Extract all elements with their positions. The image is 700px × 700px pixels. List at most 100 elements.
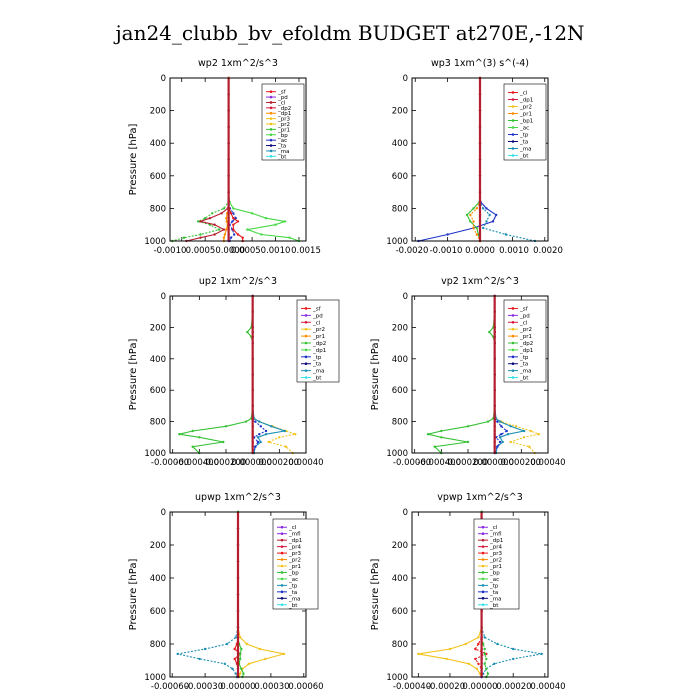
legend-marker xyxy=(280,590,284,594)
legend-label: _pr4 xyxy=(489,545,503,551)
legend-label: _ma xyxy=(519,369,531,375)
data-point xyxy=(199,220,202,223)
data-point xyxy=(229,212,233,215)
panel-up2: up2 1xm^2/s^3 Pressure [hPa] 0 200 400 600 800… xyxy=(128,276,340,468)
x-tick-label: -0.000400 xyxy=(417,458,461,468)
data-point xyxy=(283,429,286,433)
panel-wp3: wp3 1xm^(3) s^(-4)02004006008001000-0.00… xyxy=(386,58,563,256)
data-point xyxy=(240,647,243,651)
data-point xyxy=(222,236,226,239)
data-point xyxy=(282,652,286,656)
legend-label: _pr4 xyxy=(288,545,302,551)
data-point xyxy=(294,433,297,436)
data-point xyxy=(239,672,242,675)
x-tick-label: -0.0010 xyxy=(430,246,463,256)
legend-marker xyxy=(269,90,273,93)
y-tick-label: 400 xyxy=(150,574,166,584)
data-point xyxy=(218,228,221,231)
data-point xyxy=(433,445,436,448)
y-tick-label: 0 xyxy=(161,292,166,302)
y-tick-label: 600 xyxy=(150,386,166,396)
legend-marker xyxy=(481,545,485,548)
data-point xyxy=(264,217,268,220)
legend-label: _mfl xyxy=(489,532,502,538)
series-line-teal xyxy=(252,296,287,454)
legend-label: _bt xyxy=(288,603,298,609)
legend: _sf_pd_cl_pr2_pr1_dp2_dp1_tp_ta_ma_bt xyxy=(296,299,340,383)
legend-marker xyxy=(269,133,273,137)
data-point xyxy=(506,433,510,436)
data-point xyxy=(496,445,499,448)
data-point xyxy=(264,657,267,661)
legend-label: _pd xyxy=(277,95,288,101)
data-point xyxy=(232,217,235,220)
x-tick-label: 0.00020 xyxy=(496,682,531,692)
series-line-blue xyxy=(252,296,267,454)
legend-label: _bp xyxy=(288,570,299,576)
y-tick-label: 800 xyxy=(392,418,408,428)
legend-marker xyxy=(269,138,273,142)
legend-marker xyxy=(511,126,515,129)
x-tick-label: 0.00040 xyxy=(288,458,323,468)
legend-label: _pr2 xyxy=(519,105,532,111)
y-axis-label: Pressure [hPa] xyxy=(370,339,381,411)
legend-label: _ta xyxy=(489,590,498,596)
data-point xyxy=(512,647,515,651)
legend-marker xyxy=(269,111,273,115)
legend-marker xyxy=(511,334,515,338)
data-point xyxy=(199,233,202,236)
legend-marker xyxy=(304,369,308,372)
data-point xyxy=(250,212,254,215)
data-point xyxy=(495,213,498,217)
series-line-green xyxy=(172,78,230,242)
legend-marker xyxy=(280,584,284,587)
data-point xyxy=(474,657,477,661)
legend-marker xyxy=(511,355,515,359)
legend-marker xyxy=(511,154,515,157)
data-point xyxy=(496,420,499,423)
data-point xyxy=(223,233,227,236)
data-point xyxy=(233,233,236,236)
figure-title: jan24_clubb_bv_efoldm BUDGET at270E,-12N xyxy=(113,21,584,45)
legend-label: _bt xyxy=(519,154,529,160)
series-line-dkred xyxy=(186,78,230,242)
series-line-red xyxy=(228,78,244,241)
y-tick-label: 400 xyxy=(392,139,408,149)
data-point xyxy=(225,228,228,231)
plot-frame xyxy=(411,511,549,678)
legend-marker xyxy=(511,98,515,101)
legend-marker xyxy=(280,564,284,568)
data-point xyxy=(483,652,486,656)
legend-marker xyxy=(511,314,515,317)
data-point xyxy=(244,420,248,423)
data-point xyxy=(493,662,496,665)
data-point xyxy=(474,647,477,651)
legend-label: _bt xyxy=(489,603,499,609)
legend-marker xyxy=(269,106,273,110)
data-point xyxy=(247,662,251,665)
legend-label: _sf xyxy=(519,306,529,312)
data-point xyxy=(178,433,181,436)
data-point xyxy=(283,220,287,223)
legend-label: _dp1 xyxy=(277,111,291,117)
y-tick-label: 800 xyxy=(150,204,166,214)
legend-label: _dp1 xyxy=(288,538,302,544)
data-point xyxy=(222,207,226,210)
data-point xyxy=(466,440,470,444)
legend-marker xyxy=(304,327,308,331)
data-point xyxy=(464,642,467,646)
panel-title: upwp 1xm^2/s^3 xyxy=(195,492,281,503)
data-point xyxy=(448,647,452,651)
legend-marker xyxy=(481,571,485,574)
legend-marker xyxy=(304,307,308,310)
data-point xyxy=(182,236,186,239)
panel-title: vpwp 1xm^2/s^3 xyxy=(437,492,523,503)
x-tick-label: -0.00060 xyxy=(151,458,189,468)
legend-marker xyxy=(280,597,284,600)
series-line-orange xyxy=(469,78,481,242)
y-tick-label: 0 xyxy=(403,508,408,518)
legend-label: _bp1 xyxy=(519,119,533,125)
panel-wp2: wp2 1xm^2/s^3 Pressure [hPa] 0 200 400 600 800… xyxy=(128,58,321,256)
legend-label: _bp xyxy=(489,570,500,576)
y-tick-label: 600 xyxy=(392,386,408,396)
